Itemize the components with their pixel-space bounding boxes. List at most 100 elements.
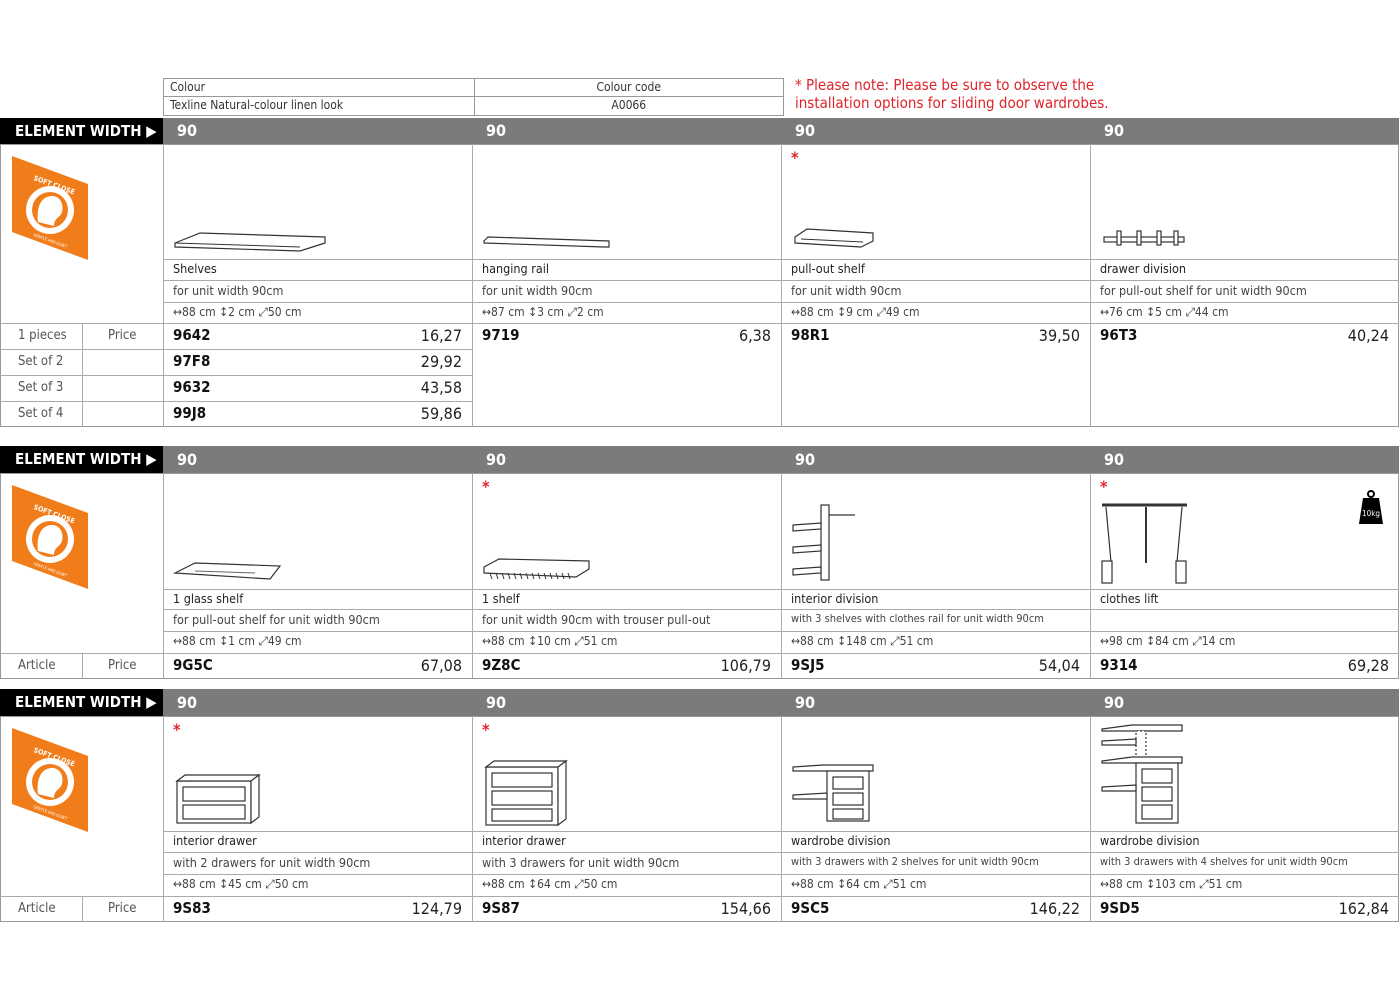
note-asterisk: * (482, 477, 490, 496)
product-dimensions: ↔98 cm ↕84 cm ⤢14 cm (1100, 634, 1236, 648)
product-drawing-interior-division-icon (791, 481, 1080, 585)
note-asterisk: * (482, 720, 490, 739)
product-description: with 2 drawers for unit width 90cm (173, 855, 371, 870)
width-value: 90 (1104, 692, 1125, 712)
price-value: 6,38 (738, 326, 771, 345)
product-dimensions: ↔88 cm ↕64 cm ⤢50 cm (482, 877, 618, 891)
price-value: 146,22 (1029, 899, 1080, 918)
colour-label: Colour (170, 80, 206, 94)
product-drawing-trouser-pull-out-icon (482, 481, 771, 585)
note-line-1: * Please note: Please be sure to observe… (795, 76, 1095, 94)
product-name: wardrobe division (791, 833, 891, 848)
product-name: Shelves (173, 261, 217, 276)
row-divider (0, 323, 1399, 324)
element-width-label: ELEMENT WIDTH ▶ (0, 446, 163, 473)
article-number: 99J8 (173, 404, 207, 422)
article-number: 9G5C (173, 656, 213, 674)
article-number: 9SC5 (791, 899, 830, 917)
row-divider (0, 349, 472, 350)
product-drawing-glass-shelf-icon (173, 481, 462, 585)
width-value: 90 (795, 692, 816, 712)
column-divider (1090, 716, 1091, 922)
installation-note: * Please note: Please be sure to observe… (795, 76, 1109, 112)
width-value: 90 (177, 121, 198, 140)
product-name: interior drawer (173, 833, 257, 848)
article-number: 9642 (173, 326, 211, 344)
svg-text:10kg: 10kg (1362, 509, 1380, 518)
article-number: 9Z8C (482, 656, 521, 674)
note-line-2: installation options for sliding door wa… (795, 94, 1109, 112)
width-value: 90 (486, 449, 507, 469)
article-number: 9632 (173, 378, 211, 396)
article-number: 9SJ5 (791, 656, 825, 674)
section-border (0, 473, 1399, 679)
product-dimensions: ↔88 cm ↕1 cm ⤢49 cm (173, 634, 302, 648)
width-value: 90 (1104, 121, 1125, 140)
label-divider (82, 653, 83, 679)
product-name: interior division (791, 591, 879, 606)
product-name: pull-out shelf (791, 261, 865, 276)
width-value: 90 (177, 449, 198, 469)
article-number: 97F8 (173, 352, 211, 370)
product-description: for unit width 90cm with trouser pull-ou… (482, 612, 711, 627)
product-drawing-drawer-3-icon (482, 724, 771, 827)
price-label: Price (108, 658, 137, 673)
product-name: clothes lift (1100, 591, 1159, 606)
column-divider (1090, 473, 1091, 679)
product-description: with 3 shelves with clothes rail for uni… (791, 612, 1044, 625)
row-label: Article (18, 658, 56, 673)
price-value: 39,50 (1038, 326, 1080, 345)
article-number: 9719 (482, 326, 520, 344)
left-column-divider (163, 144, 164, 427)
width-value: 90 (177, 692, 198, 712)
note-asterisk: * (791, 148, 799, 167)
column-divider (781, 144, 782, 427)
left-column-divider (163, 473, 164, 679)
price-value: 67,08 (420, 656, 462, 675)
product-dimensions: ↔87 cm ↕3 cm ⤢2 cm (482, 305, 604, 319)
product-dimensions: ↔88 cm ↕103 cm ⤢51 cm (1100, 877, 1243, 891)
article-number: 96T3 (1100, 326, 1138, 344)
width-value: 90 (795, 121, 816, 140)
product-drawing-wardrobe-division-4-icon (1100, 724, 1389, 827)
product-name: hanging rail (482, 261, 550, 276)
price-value: 154,66 (720, 899, 771, 918)
product-drawing-drawer-2-icon (173, 724, 462, 827)
price-value: 29,92 (420, 352, 462, 371)
product-name: interior drawer (482, 833, 566, 848)
colour-code-value: A0066 (473, 97, 784, 115)
product-name: wardrobe division (1100, 833, 1200, 848)
row-label: Set of 3 (18, 380, 64, 395)
product-drawing-shelf-icon (173, 152, 462, 255)
width-header-bar: 90 90 90 90 (163, 446, 1399, 474)
width-value: 90 (486, 121, 507, 140)
width-header-bar: 90 90 90 90 (163, 118, 1399, 145)
section-border (0, 716, 1399, 922)
product-description: for unit width 90cm (173, 283, 284, 298)
product-description: for pull-out shelf for unit width 90cm (1100, 283, 1307, 298)
article-number: 9S83 (173, 899, 211, 917)
soft-close-badge: SOFT CLOSE GENTLE AND QUIET (12, 156, 90, 260)
product-dimensions: ↔88 cm ↕64 cm ⤢51 cm (791, 877, 927, 891)
row-divider (0, 375, 472, 376)
width-value: 90 (1104, 449, 1125, 469)
price-value: 162,84 (1338, 899, 1389, 918)
price-value: 106,79 (720, 656, 771, 675)
product-description: with 3 drawers with 4 shelves for unit w… (1100, 855, 1348, 868)
price-value: 40,24 (1347, 326, 1389, 345)
section-border (0, 144, 1399, 427)
element-width-label: ELEMENT WIDTH ▶ (0, 118, 163, 144)
price-label: Price (108, 328, 137, 343)
note-asterisk: * (1100, 477, 1108, 496)
colour-table: Colour Colour code Texline Natural-colour… (163, 78, 784, 116)
product-dimensions: ↔88 cm ↕148 cm ⤢51 cm (791, 634, 934, 648)
product-description: for pull-out shelf for unit width 90cm (173, 612, 380, 627)
article-number: 9SD5 (1100, 899, 1140, 917)
label-divider (82, 896, 83, 922)
product-name: 1 glass shelf (173, 591, 244, 606)
product-name: drawer division (1100, 261, 1186, 276)
column-divider (472, 144, 473, 427)
article-number: 9S87 (482, 899, 520, 917)
column-divider (472, 473, 473, 679)
